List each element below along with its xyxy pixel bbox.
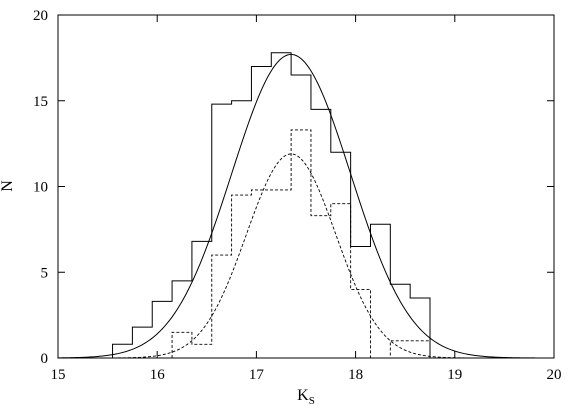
series-layer: [57, 52, 554, 359]
histogram-solid: [112, 52, 431, 358]
y-tick-label: 0: [41, 351, 49, 367]
x-axis-label: KS: [297, 387, 315, 407]
y-tick-label: 20: [33, 8, 48, 24]
x-tick-labels: 15 16 17 18 19 20: [51, 367, 562, 383]
x-tick-label: 18: [348, 367, 363, 383]
axis-ticks: [57, 14, 555, 359]
histogram-dashed: [171, 129, 431, 359]
y-tick-label: 10: [33, 180, 48, 196]
y-tick-label: 5: [41, 265, 49, 281]
x-tick-label: 17: [249, 367, 265, 383]
y-tick-label: 15: [33, 94, 48, 110]
gaussian-fit-solid: [57, 53, 554, 359]
y-tick-labels: 0 5 10 15 20: [33, 8, 48, 367]
y-axis-label: N: [0, 180, 16, 192]
plot-frame: [57, 14, 555, 359]
x-tick-label: 16: [150, 367, 166, 383]
gaussian-fit-dashed: [58, 153, 554, 359]
x-tick-label: 20: [547, 367, 562, 383]
x-axis-label-subscript: S: [309, 395, 315, 407]
x-tick-label: 19: [447, 367, 462, 383]
x-axis-label-main: K: [297, 387, 309, 404]
x-tick-label: 15: [51, 367, 66, 383]
